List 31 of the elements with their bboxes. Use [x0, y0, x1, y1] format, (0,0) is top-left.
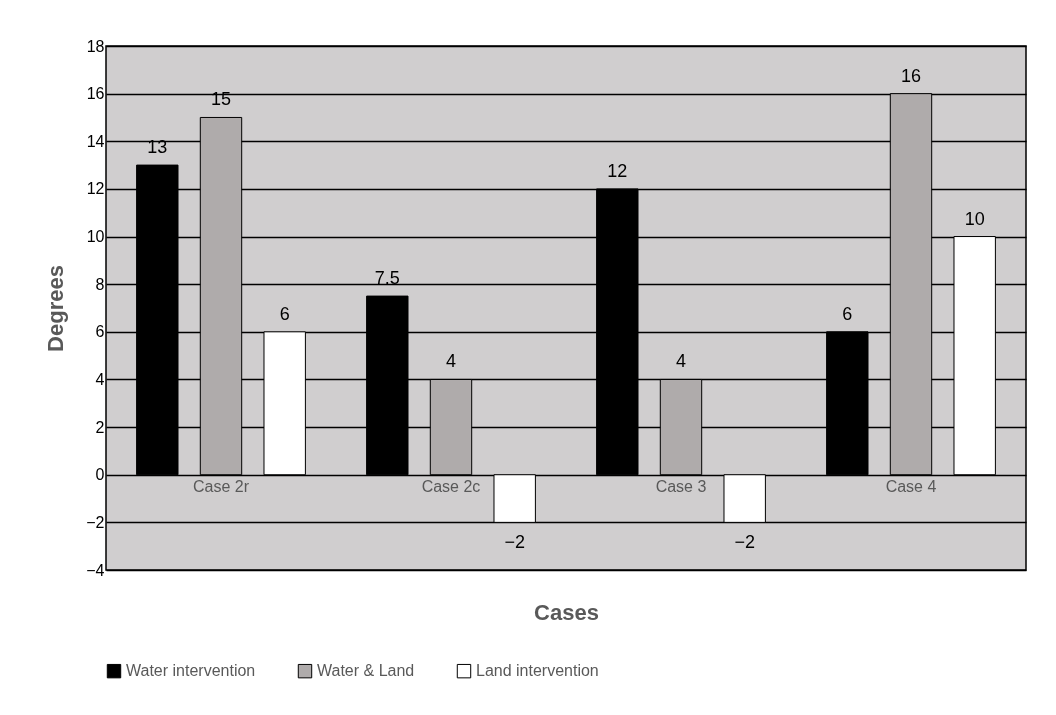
- y-tick-label: 14: [86, 132, 105, 150]
- y-tick-label: 18: [86, 37, 105, 55]
- data-label: 6: [279, 303, 290, 324]
- legend-label: Water intervention: [126, 662, 256, 680]
- y-tick-label: 6: [95, 323, 105, 341]
- y-tick-label: 4: [95, 370, 105, 388]
- x-tick-label: Case 2r: [192, 478, 250, 496]
- x-tick-label: Case 3: [655, 478, 707, 496]
- x-tick-label: Case 2c: [421, 478, 481, 496]
- data-label: 4: [445, 351, 457, 372]
- y-tick-label: 8: [95, 275, 105, 293]
- y-tick-label: 16: [86, 85, 105, 103]
- legend-label: Water & Land: [317, 662, 415, 680]
- data-label: 6: [842, 303, 853, 324]
- data-label: 4: [675, 351, 687, 372]
- y-tick-label: −4: [86, 561, 105, 579]
- data-label: 16: [900, 65, 922, 86]
- y-tick-label: 2: [95, 418, 105, 436]
- x-axis-title: Cases: [534, 599, 599, 625]
- x-tick-label: Case 4: [885, 478, 937, 496]
- data-label: 7.5: [374, 268, 400, 289]
- legend-label: Land intervention: [476, 662, 599, 680]
- data-label: 10: [964, 208, 985, 229]
- data-label: 12: [607, 160, 628, 181]
- data-label: −2: [504, 532, 525, 553]
- y-tick-label: 0: [95, 466, 105, 484]
- y-tick-label: −2: [86, 513, 105, 531]
- y-axis-title: Degrees: [43, 265, 69, 352]
- y-tick-label: 12: [86, 180, 105, 198]
- y-tick-label: 10: [86, 228, 105, 246]
- data-label: −2: [734, 532, 755, 553]
